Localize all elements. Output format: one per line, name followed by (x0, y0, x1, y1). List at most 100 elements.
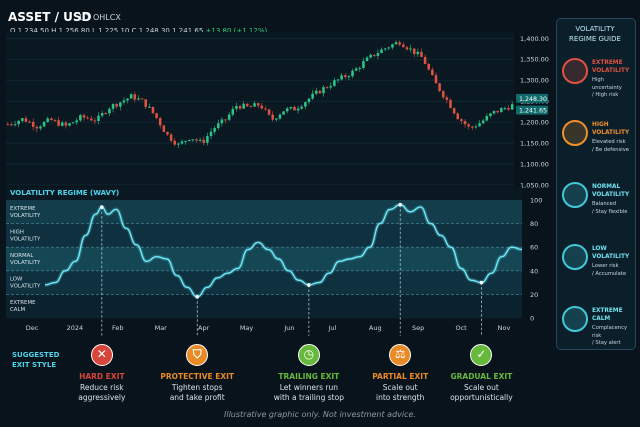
candle-body (50, 118, 53, 121)
vol-tick-label: 20 (530, 291, 538, 299)
candle-body (456, 113, 460, 120)
candle-body (358, 67, 362, 69)
candle-body (169, 134, 173, 141)
exit-style-item: ✕ HARD EXIT Reduce risk aggressively (57, 344, 147, 403)
candle-body (177, 143, 180, 145)
exit-style-name: HARD EXIT (79, 372, 125, 381)
vol-tick-label: 40 (530, 267, 538, 275)
candle-body (380, 49, 383, 54)
wave-icon (562, 306, 588, 332)
chart-type-button[interactable]: OHLCX (93, 13, 121, 22)
candle-body (137, 98, 140, 100)
candle-body (503, 108, 507, 110)
candle-body (224, 119, 227, 121)
candle-body (217, 123, 220, 129)
candle-body (351, 70, 354, 77)
candle-body (75, 120, 79, 123)
candle-body (17, 120, 20, 125)
candle-body (90, 118, 93, 121)
wave-icon (562, 182, 588, 208)
guide-item-desc: Balanced / Stay flexible (592, 201, 628, 215)
guide-item: HIGH VOLATILITY Elevated risk / Be defensi… (562, 120, 632, 172)
candle-body (21, 118, 24, 121)
candle-body (434, 75, 438, 84)
candle-body (82, 115, 86, 118)
exit-style-item: ⚖ PARTIAL EXIT Scale out into strength (355, 344, 445, 403)
candle-body (398, 42, 401, 45)
price-tick-label: 1,350.00 (520, 56, 549, 64)
candle-body (227, 114, 231, 120)
zone-label: NORMAL (10, 253, 33, 259)
candle-body (31, 121, 35, 127)
guide-item-desc: Elevated risk / Be defensive (592, 139, 629, 153)
candle-body (347, 76, 351, 78)
regime-guide-title: VOLATILITY REGIME GUIDE (569, 25, 621, 43)
candle-body (220, 119, 224, 124)
vol-x-label: Jul (327, 324, 336, 332)
candle-body (162, 125, 166, 132)
candle-body (140, 98, 144, 100)
candle-body (180, 141, 184, 144)
candle-body (362, 61, 365, 68)
candle-body (158, 118, 162, 126)
candle-body (213, 128, 216, 132)
exit-marker (307, 283, 311, 287)
candle-body (71, 122, 75, 124)
candle-body (198, 139, 202, 141)
vol-tick-label: 80 (530, 220, 538, 228)
price-tick-label: 1,100.00 (520, 161, 549, 169)
zone-label: LOW (10, 277, 23, 283)
candle-body (500, 108, 503, 113)
guide-item: EXTREME CALM Complacency risk / Stay alert (562, 306, 632, 358)
clock-icon: ◷ (297, 344, 320, 366)
timeframe-button[interactable]: 1D (78, 13, 90, 22)
low-value: L 1,225.10 (92, 27, 130, 35)
candle-body (314, 90, 318, 94)
vol-x-label: Aug (369, 324, 382, 332)
vol-x-label: Apr (198, 324, 210, 332)
candle-body (340, 75, 343, 80)
candle-body (431, 69, 434, 76)
candle-body (111, 104, 115, 109)
candle-body (6, 124, 10, 126)
candle-body (409, 48, 412, 50)
candle-body (474, 126, 478, 128)
guide-item-name: EXTREME VOLATILITY (592, 60, 630, 74)
zone-label: VOLATILITY (10, 236, 41, 242)
last-value: 1,241.65 (172, 27, 204, 35)
candle-body (336, 79, 340, 81)
candle-body (304, 102, 307, 107)
price-tick-label: 1,400.00 (520, 35, 549, 43)
candle-body (100, 113, 104, 116)
high-value: H 1,256.80 (51, 27, 90, 35)
candle-body (10, 124, 13, 126)
price-tag (516, 105, 548, 115)
vol-x-label: Oct (455, 324, 467, 332)
price-tick-label: 1,300.00 (520, 77, 549, 85)
candle-body (300, 106, 303, 109)
candle-body (402, 44, 405, 48)
candle-body (282, 111, 285, 115)
vol-x-label: 2024 (67, 324, 84, 332)
candle-body (449, 99, 452, 109)
exit-style-name: TRAILING EXIT (278, 372, 340, 381)
candle-body (325, 87, 329, 89)
candle-body (64, 122, 68, 126)
candle-body (235, 106, 238, 109)
candle-body (97, 115, 100, 121)
disclaimer: Illustrative graphic only. Not investmen… (224, 410, 416, 419)
candle-body (13, 124, 17, 126)
zone-label: CALM (10, 307, 25, 313)
candle-body (126, 98, 129, 101)
candle-body (463, 121, 467, 125)
candle-body (253, 103, 256, 107)
candle-body (391, 44, 394, 48)
zone-label: VOLATILITY (10, 284, 41, 290)
exit-style-name: PARTIAL EXIT (372, 372, 429, 381)
candle-body (485, 116, 489, 121)
exit-style-desc: Scale out into strength (376, 383, 425, 402)
candle-body (195, 139, 198, 141)
guide-item-name: NORMAL VOLATILITY (592, 184, 630, 198)
guide-item: LOW VOLATILITY Lower risk / Accumulate (562, 244, 632, 296)
